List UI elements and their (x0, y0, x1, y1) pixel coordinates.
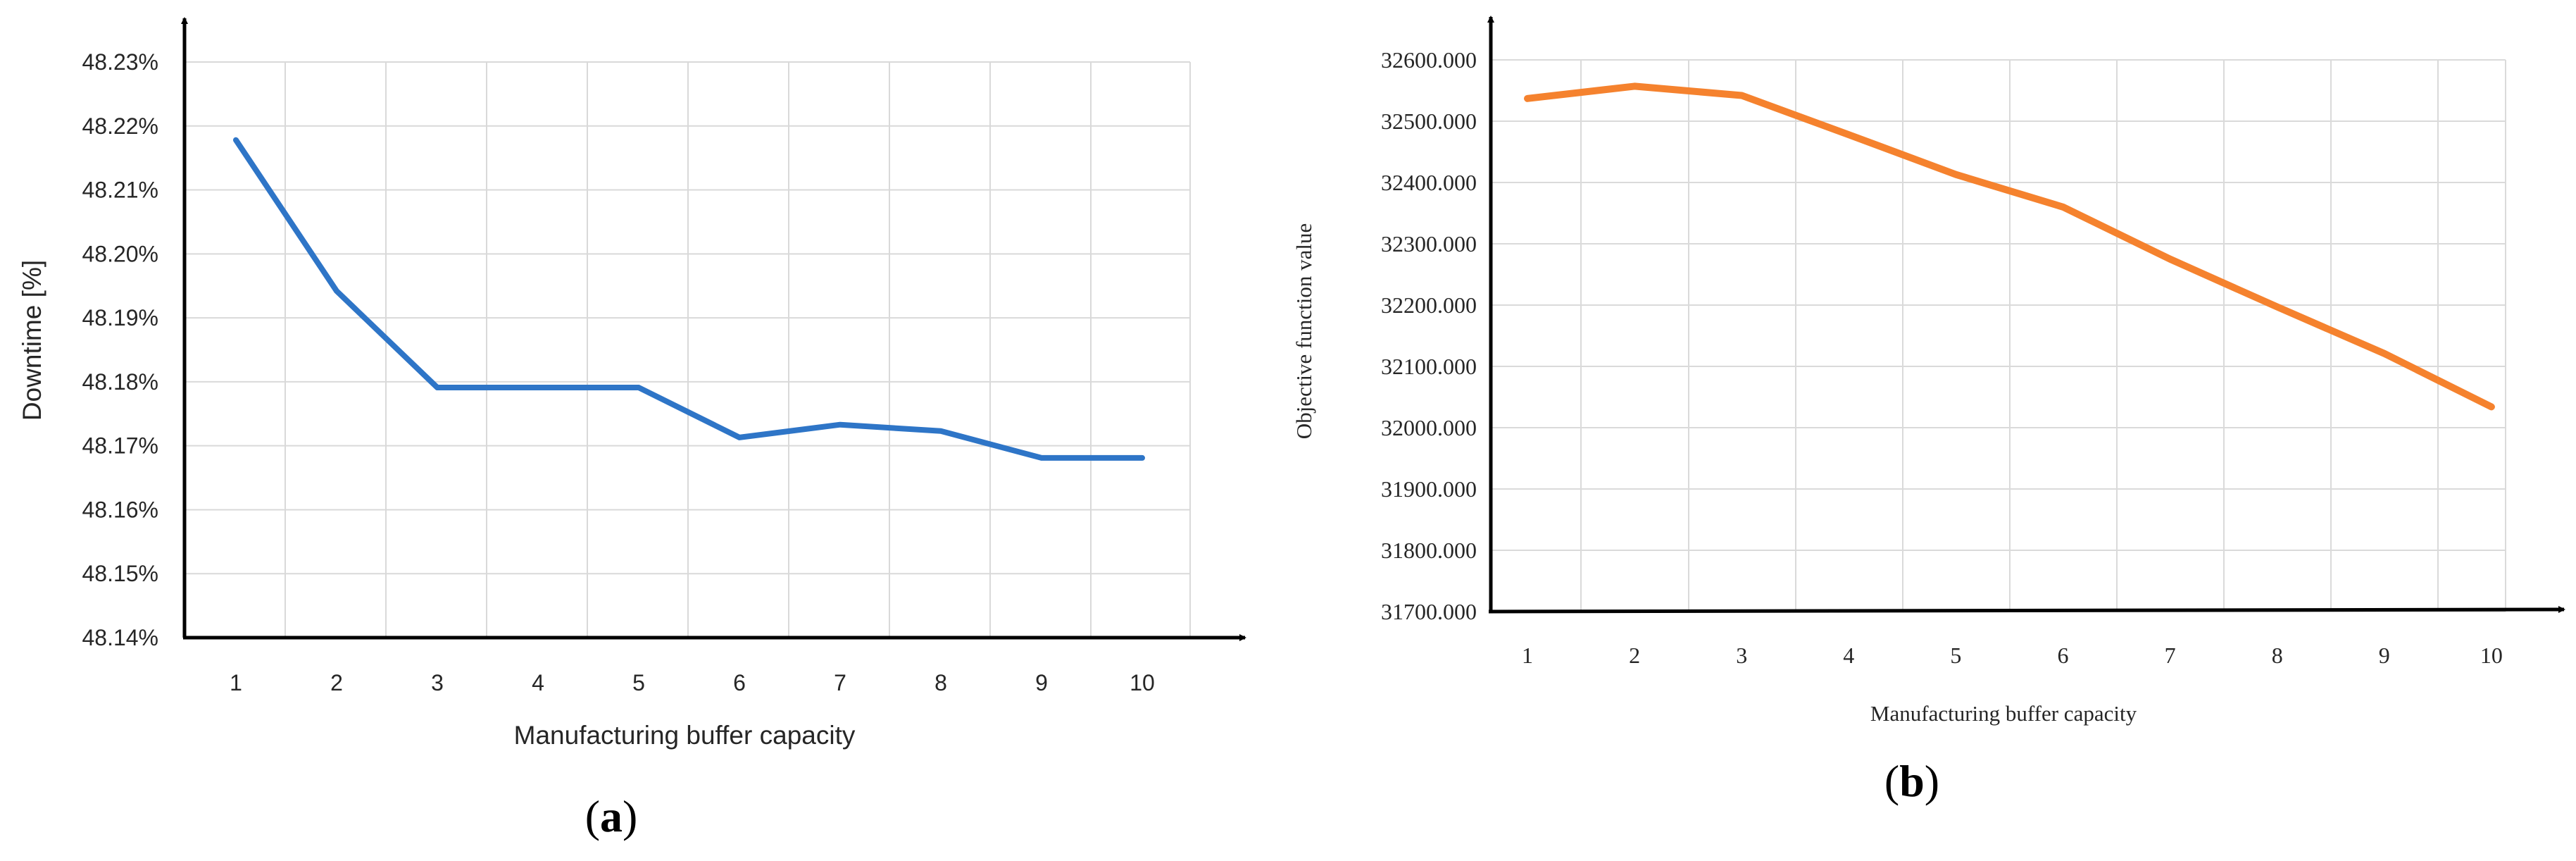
x-tick-label: 4 (532, 670, 544, 695)
x-axis-b (1488, 606, 2565, 614)
y-tick-label: 48.20% (82, 241, 158, 266)
y-tick-label: 48.22% (82, 113, 158, 139)
y-tick-label: 48.21% (82, 178, 158, 203)
x-tick-label: 6 (2058, 643, 2069, 668)
series-a (233, 137, 1145, 461)
y-tick-label: 48.14% (82, 625, 158, 650)
y-tick-labels-b: 31700.000 31800.000 31900.000 32000.000 3210… (1381, 47, 1477, 624)
y-tick-label: 32600.000 (1381, 47, 1477, 73)
x-tick-label: 7 (834, 670, 846, 695)
panel-letter-a: a (600, 791, 623, 841)
x-tick-label: 3 (431, 670, 444, 695)
y-tick-label: 32100.000 (1381, 354, 1477, 379)
y-tick-label: 32400.000 (1381, 170, 1477, 195)
y-tick-label: 31900.000 (1381, 476, 1477, 502)
y-tick-label: 48.19% (82, 305, 158, 330)
x-tick-label: 3 (1736, 643, 1747, 668)
y-tick-label: 32300.000 (1381, 231, 1477, 256)
y-tick-label: 31700.000 (1381, 599, 1477, 624)
y-tick-label: 32000.000 (1381, 415, 1477, 440)
x-tick-label: 1 (1522, 643, 1533, 668)
x-tick-label: 8 (2272, 643, 2283, 668)
panel-label-a: (a) (585, 791, 638, 841)
y-tick-label: 32500.000 (1381, 109, 1477, 134)
y-tick-label: 48.23% (82, 49, 158, 75)
x-tick-label: 2 (1629, 643, 1640, 668)
x-tick-label: 9 (2379, 643, 2390, 668)
series-line (1524, 82, 2495, 411)
chart-a: 48.14% 48.15% 48.16% 48.17% 48.18% 48.19% 48.2… (18, 17, 1246, 841)
grid-a (184, 61, 1191, 638)
panel-letter-b: b (1899, 756, 1925, 806)
series-line (233, 137, 1145, 461)
x-tick-labels-a: 1 2 3 4 5 6 7 8 9 10 (230, 670, 1155, 695)
y-tick-label: 48.17% (82, 433, 158, 459)
y-tick-label: 32200.000 (1381, 292, 1477, 318)
x-tick-label: 8 (934, 670, 947, 695)
x-tick-label: 7 (2165, 643, 2176, 668)
x-tick-labels-b: 1 2 3 4 5 6 7 8 9 10 (1522, 643, 2503, 668)
x-axis-title-b: Manufacturing buffer capacity (1870, 701, 2137, 726)
grid-b (1490, 59, 2506, 612)
y-axis-title-b: Objective function value (1292, 223, 1316, 439)
x-tick-label: 5 (1950, 643, 1961, 668)
x-tick-label: 6 (733, 670, 746, 695)
x-tick-label: 10 (2480, 643, 2503, 668)
x-tick-label: 5 (632, 670, 645, 695)
y-tick-label: 31800.000 (1381, 538, 1477, 563)
y-tick-label: 48.15% (82, 561, 158, 586)
y-axis-title-a: Downtime [%] (18, 260, 46, 421)
x-tick-label: 4 (1843, 643, 1854, 668)
x-tick-label: 9 (1035, 670, 1048, 695)
x-axis-title-a: Manufacturing buffer capacity (514, 721, 856, 750)
x-tick-label: 1 (230, 670, 242, 695)
y-tick-label: 48.16% (82, 497, 158, 522)
x-tick-label: 10 (1130, 670, 1155, 695)
x-tick-label: 2 (330, 670, 343, 695)
panel-label-b: (b) (1884, 756, 1939, 806)
y-tick-labels-a: 48.14% 48.15% 48.16% 48.17% 48.18% 48.19% 48.2… (82, 49, 158, 650)
chart-b: 31700.00031800.00031900.00032000.0003210… (1292, 16, 2565, 806)
y-tick-label: 48.18% (82, 369, 158, 395)
series-b (1524, 82, 2495, 411)
